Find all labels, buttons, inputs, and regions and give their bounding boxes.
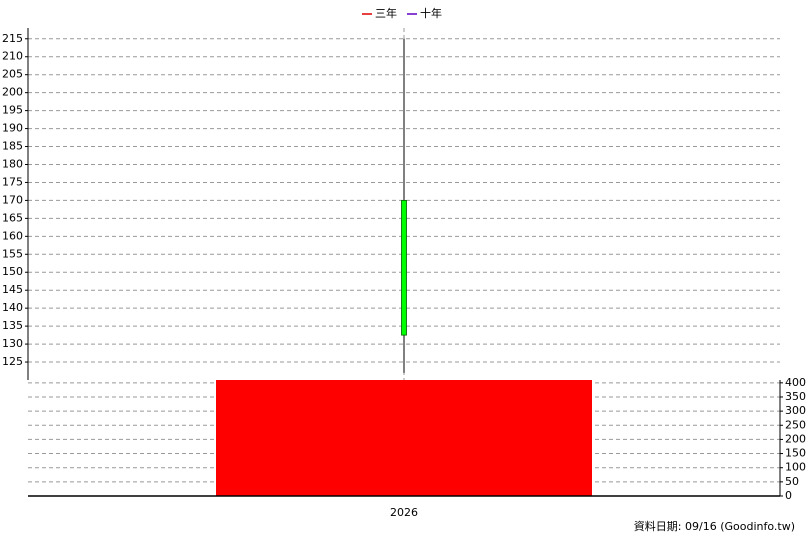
y-tick-label: 135 [2, 319, 23, 332]
bar [216, 380, 592, 496]
y-tick-label: 185 [2, 140, 23, 153]
y-tick-label: 400 [785, 376, 806, 389]
y-tick-label: 200 [2, 86, 23, 99]
candle-body [401, 200, 407, 336]
y-tick-label: 145 [2, 283, 23, 296]
y-tick-label: 50 [785, 475, 799, 488]
legend-label: 三年 [375, 6, 397, 20]
y-tick-label: 190 [2, 122, 23, 135]
y-tick-label: 300 [785, 404, 806, 417]
y-tick-label: 180 [2, 157, 23, 170]
y-tick-label: 175 [2, 175, 23, 188]
y-tick-label: 165 [2, 211, 23, 224]
y-tick-label: 150 [2, 265, 23, 278]
y-tick-label: 350 [785, 390, 806, 403]
y-tick-label: 130 [2, 337, 23, 350]
y-tick-label: 150 [785, 447, 806, 460]
y-tick-label: 140 [2, 301, 23, 314]
y-tick-label: 170 [2, 193, 23, 206]
y-tick-label: 125 [2, 355, 23, 368]
x-tick-label: 2026 [390, 506, 418, 519]
y-tick-label: 195 [2, 104, 23, 117]
source-note: 資料日期: 09/16 (Goodinfo.tw) [634, 519, 795, 533]
legend-label: 十年 [420, 6, 442, 20]
y-tick-label: 160 [2, 229, 23, 242]
y-tick-label: 200 [785, 432, 806, 445]
y-tick-label: 155 [2, 247, 23, 260]
y-tick-label: 100 [785, 461, 806, 474]
y-tick-label: 0 [785, 489, 792, 502]
y-tick-label: 250 [785, 418, 806, 431]
y-tick-label: 210 [2, 50, 23, 63]
y-tick-label: 215 [2, 32, 23, 45]
y-tick-label: 205 [2, 68, 23, 81]
